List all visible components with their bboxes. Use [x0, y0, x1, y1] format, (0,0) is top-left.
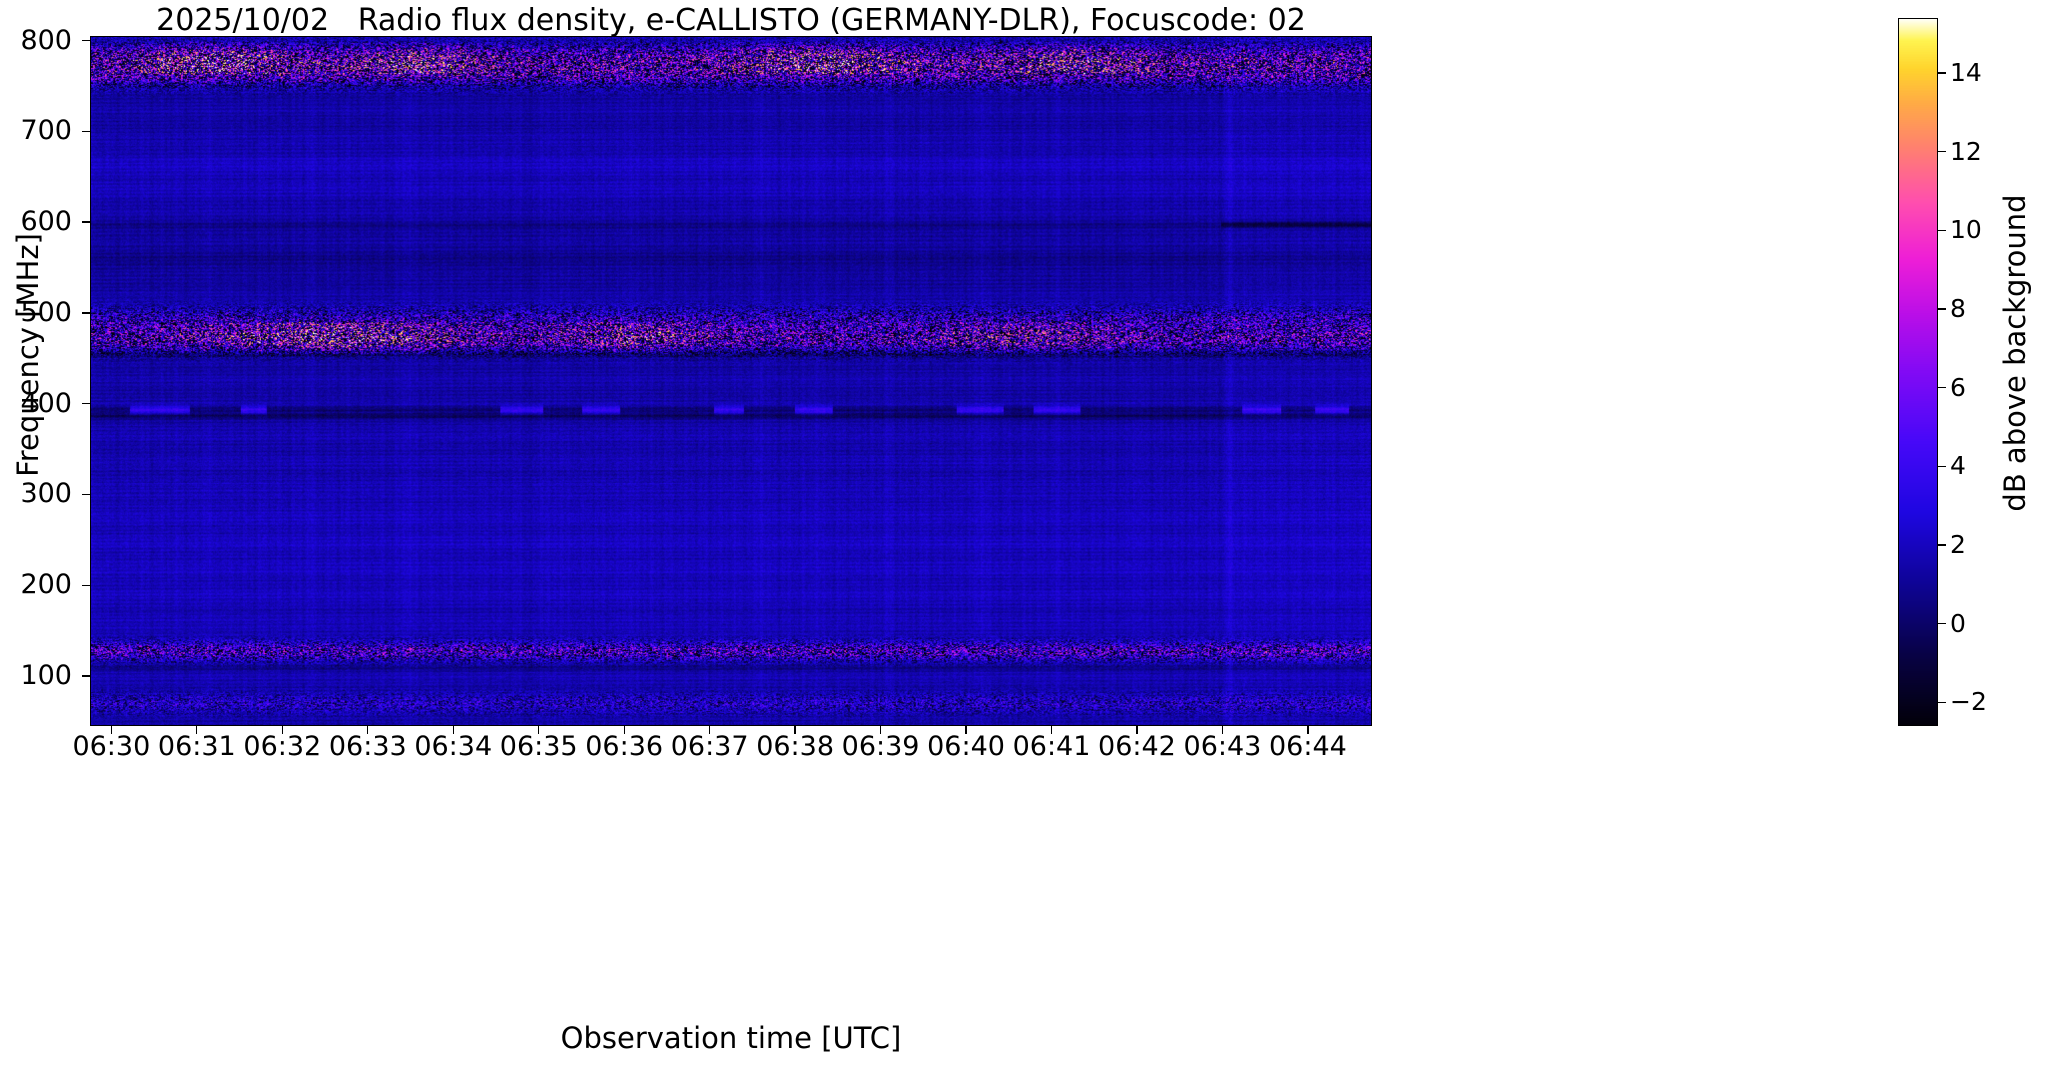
x-axis-tick-mark [281, 726, 283, 734]
x-axis-tick-label: 06:41 [1012, 731, 1091, 762]
x-axis-tick-label: 06:31 [157, 731, 236, 762]
x-axis-tick-mark [196, 726, 198, 734]
y-axis-tick-label: 700 [20, 115, 72, 147]
colorbar-tick-label: 6 [1950, 372, 1966, 402]
y-axis-tick-mark [82, 403, 90, 405]
colorbar-gradient [1899, 19, 1937, 725]
x-axis-tick-label: 06:34 [414, 731, 493, 762]
colorbar-tick-label: 0 [1950, 608, 1966, 638]
y-axis-tick-mark [82, 221, 90, 223]
x-axis-tick-mark [452, 726, 454, 734]
colorbar-label: dB above background [1998, 194, 2032, 512]
y-axis-tick-mark [82, 312, 90, 314]
colorbar-tick-mark [1938, 701, 1946, 704]
colorbar-tick-mark [1938, 229, 1946, 232]
y-axis-tick-label: 100 [20, 660, 72, 692]
y-axis-tick-mark [82, 130, 90, 132]
x-axis-tick-label: 06:40 [927, 731, 1005, 762]
x-axis-tick-label: 06:32 [243, 731, 322, 762]
colorbar-tick-label: 2 [1950, 530, 1966, 560]
spectrogram-image[interactable] [91, 37, 1371, 725]
y-axis-tick-label: 600 [20, 206, 72, 238]
colorbar-tick-mark [1938, 465, 1946, 468]
colorbar-tick-label: −2 [1950, 687, 1987, 717]
colorbar-tick-mark [1938, 151, 1946, 153]
x-axis-tick-mark [794, 726, 796, 734]
x-axis-tick-label: 06:38 [756, 731, 834, 762]
y-axis-tick-label: 300 [20, 478, 72, 510]
x-axis-tick-mark [1050, 726, 1053, 734]
x-axis-tick-mark [110, 726, 112, 734]
colorbar-tick-label: 10 [1950, 215, 1982, 245]
y-axis-tick-label: 200 [20, 569, 72, 601]
x-axis-tick-mark [1136, 726, 1138, 734]
colorbar-tick-mark [1938, 72, 1946, 74]
colorbar-tick-label: 12 [1950, 136, 1982, 166]
y-axis-tick-label: 400 [20, 387, 72, 419]
x-axis-tick-label: 06:30 [72, 731, 151, 762]
y-axis-tick-mark [82, 493, 90, 496]
colorbar[interactable] [1898, 18, 1938, 726]
colorbar-tick-label: 14 [1950, 58, 1982, 88]
colorbar-tick-label: 8 [1950, 294, 1966, 324]
y-axis-tick-mark [82, 584, 90, 586]
y-axis-tick-label: 800 [20, 24, 72, 56]
x-axis-tick-label: 06:37 [670, 731, 749, 762]
y-axis-tick-mark [82, 39, 90, 42]
y-axis-tick-label: 500 [20, 296, 72, 328]
x-axis-tick-label: 06:42 [1098, 731, 1176, 762]
colorbar-tick-label: 4 [1950, 451, 1966, 481]
x-axis-tick-mark [367, 726, 369, 734]
page-title: 2025/10/02 Radio flux density, e-CALLIST… [156, 3, 1306, 38]
x-axis-tick-label: 06:36 [585, 731, 664, 762]
x-axis-tick-mark [965, 726, 967, 734]
colorbar-tick-mark [1938, 544, 1946, 546]
x-axis-tick-label: 06:44 [1268, 731, 1347, 762]
x-axis-tick-label: 06:33 [328, 731, 407, 762]
x-axis-tick-mark [879, 726, 882, 734]
y-axis-label: Frequency [MHz] [11, 233, 45, 477]
x-axis-tick-label: 06:39 [841, 731, 920, 762]
y-axis-tick-mark [82, 675, 90, 677]
spectrogram-axes[interactable] [90, 36, 1372, 726]
x-axis-tick-mark [708, 726, 711, 734]
x-axis-tick-label: 06:35 [499, 731, 578, 762]
colorbar-tick-mark [1938, 623, 1946, 625]
colorbar-tick-mark [1938, 387, 1946, 389]
x-axis-tick-mark [538, 726, 540, 734]
x-axis-tick-mark [1221, 726, 1224, 734]
x-axis-tick-label: 06:43 [1183, 731, 1262, 762]
x-axis-label: Observation time [UTC] [560, 1021, 902, 1055]
x-axis-tick-mark [623, 726, 625, 734]
x-axis-tick-mark [1307, 726, 1309, 734]
colorbar-tick-mark [1938, 308, 1946, 310]
